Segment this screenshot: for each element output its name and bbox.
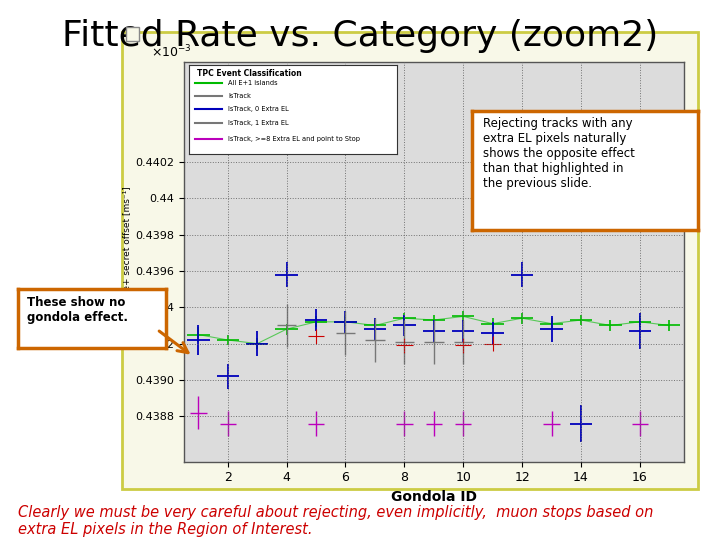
Y-axis label: Decay Rate+ secret offset [ms⁻¹]: Decay Rate+ secret offset [ms⁻¹] (123, 186, 132, 338)
Text: All E+1 islands: All E+1 islands (228, 79, 278, 86)
Text: Rejecting tracks with any
extra EL pixels naturally
shows the opposite effect
th: Rejecting tracks with any extra EL pixel… (483, 117, 635, 190)
Text: IsTrack, >=8 Extra EL and point to Stop: IsTrack, >=8 Extra EL and point to Stop (228, 136, 360, 142)
Text: Clearly we must be very careful about rejecting, even implicitly,  muon stops ba: Clearly we must be very careful about re… (18, 505, 653, 537)
Text: $\times10^{-3}$: $\times10^{-3}$ (151, 44, 192, 60)
Text: IsTrack, 0 Extra EL: IsTrack, 0 Extra EL (228, 106, 289, 112)
Text: IsTrack: IsTrack (228, 93, 251, 99)
Text: IsTrack, 1 Extra EL: IsTrack, 1 Extra EL (228, 120, 289, 126)
Text: TPC Event Classification: TPC Event Classification (197, 69, 302, 78)
Text: These show no
gondola effect.: These show no gondola effect. (27, 296, 128, 324)
Text: Fitted Rate vs. Category (zoom2): Fitted Rate vs. Category (zoom2) (62, 19, 658, 53)
X-axis label: Gondola ID: Gondola ID (391, 490, 477, 504)
